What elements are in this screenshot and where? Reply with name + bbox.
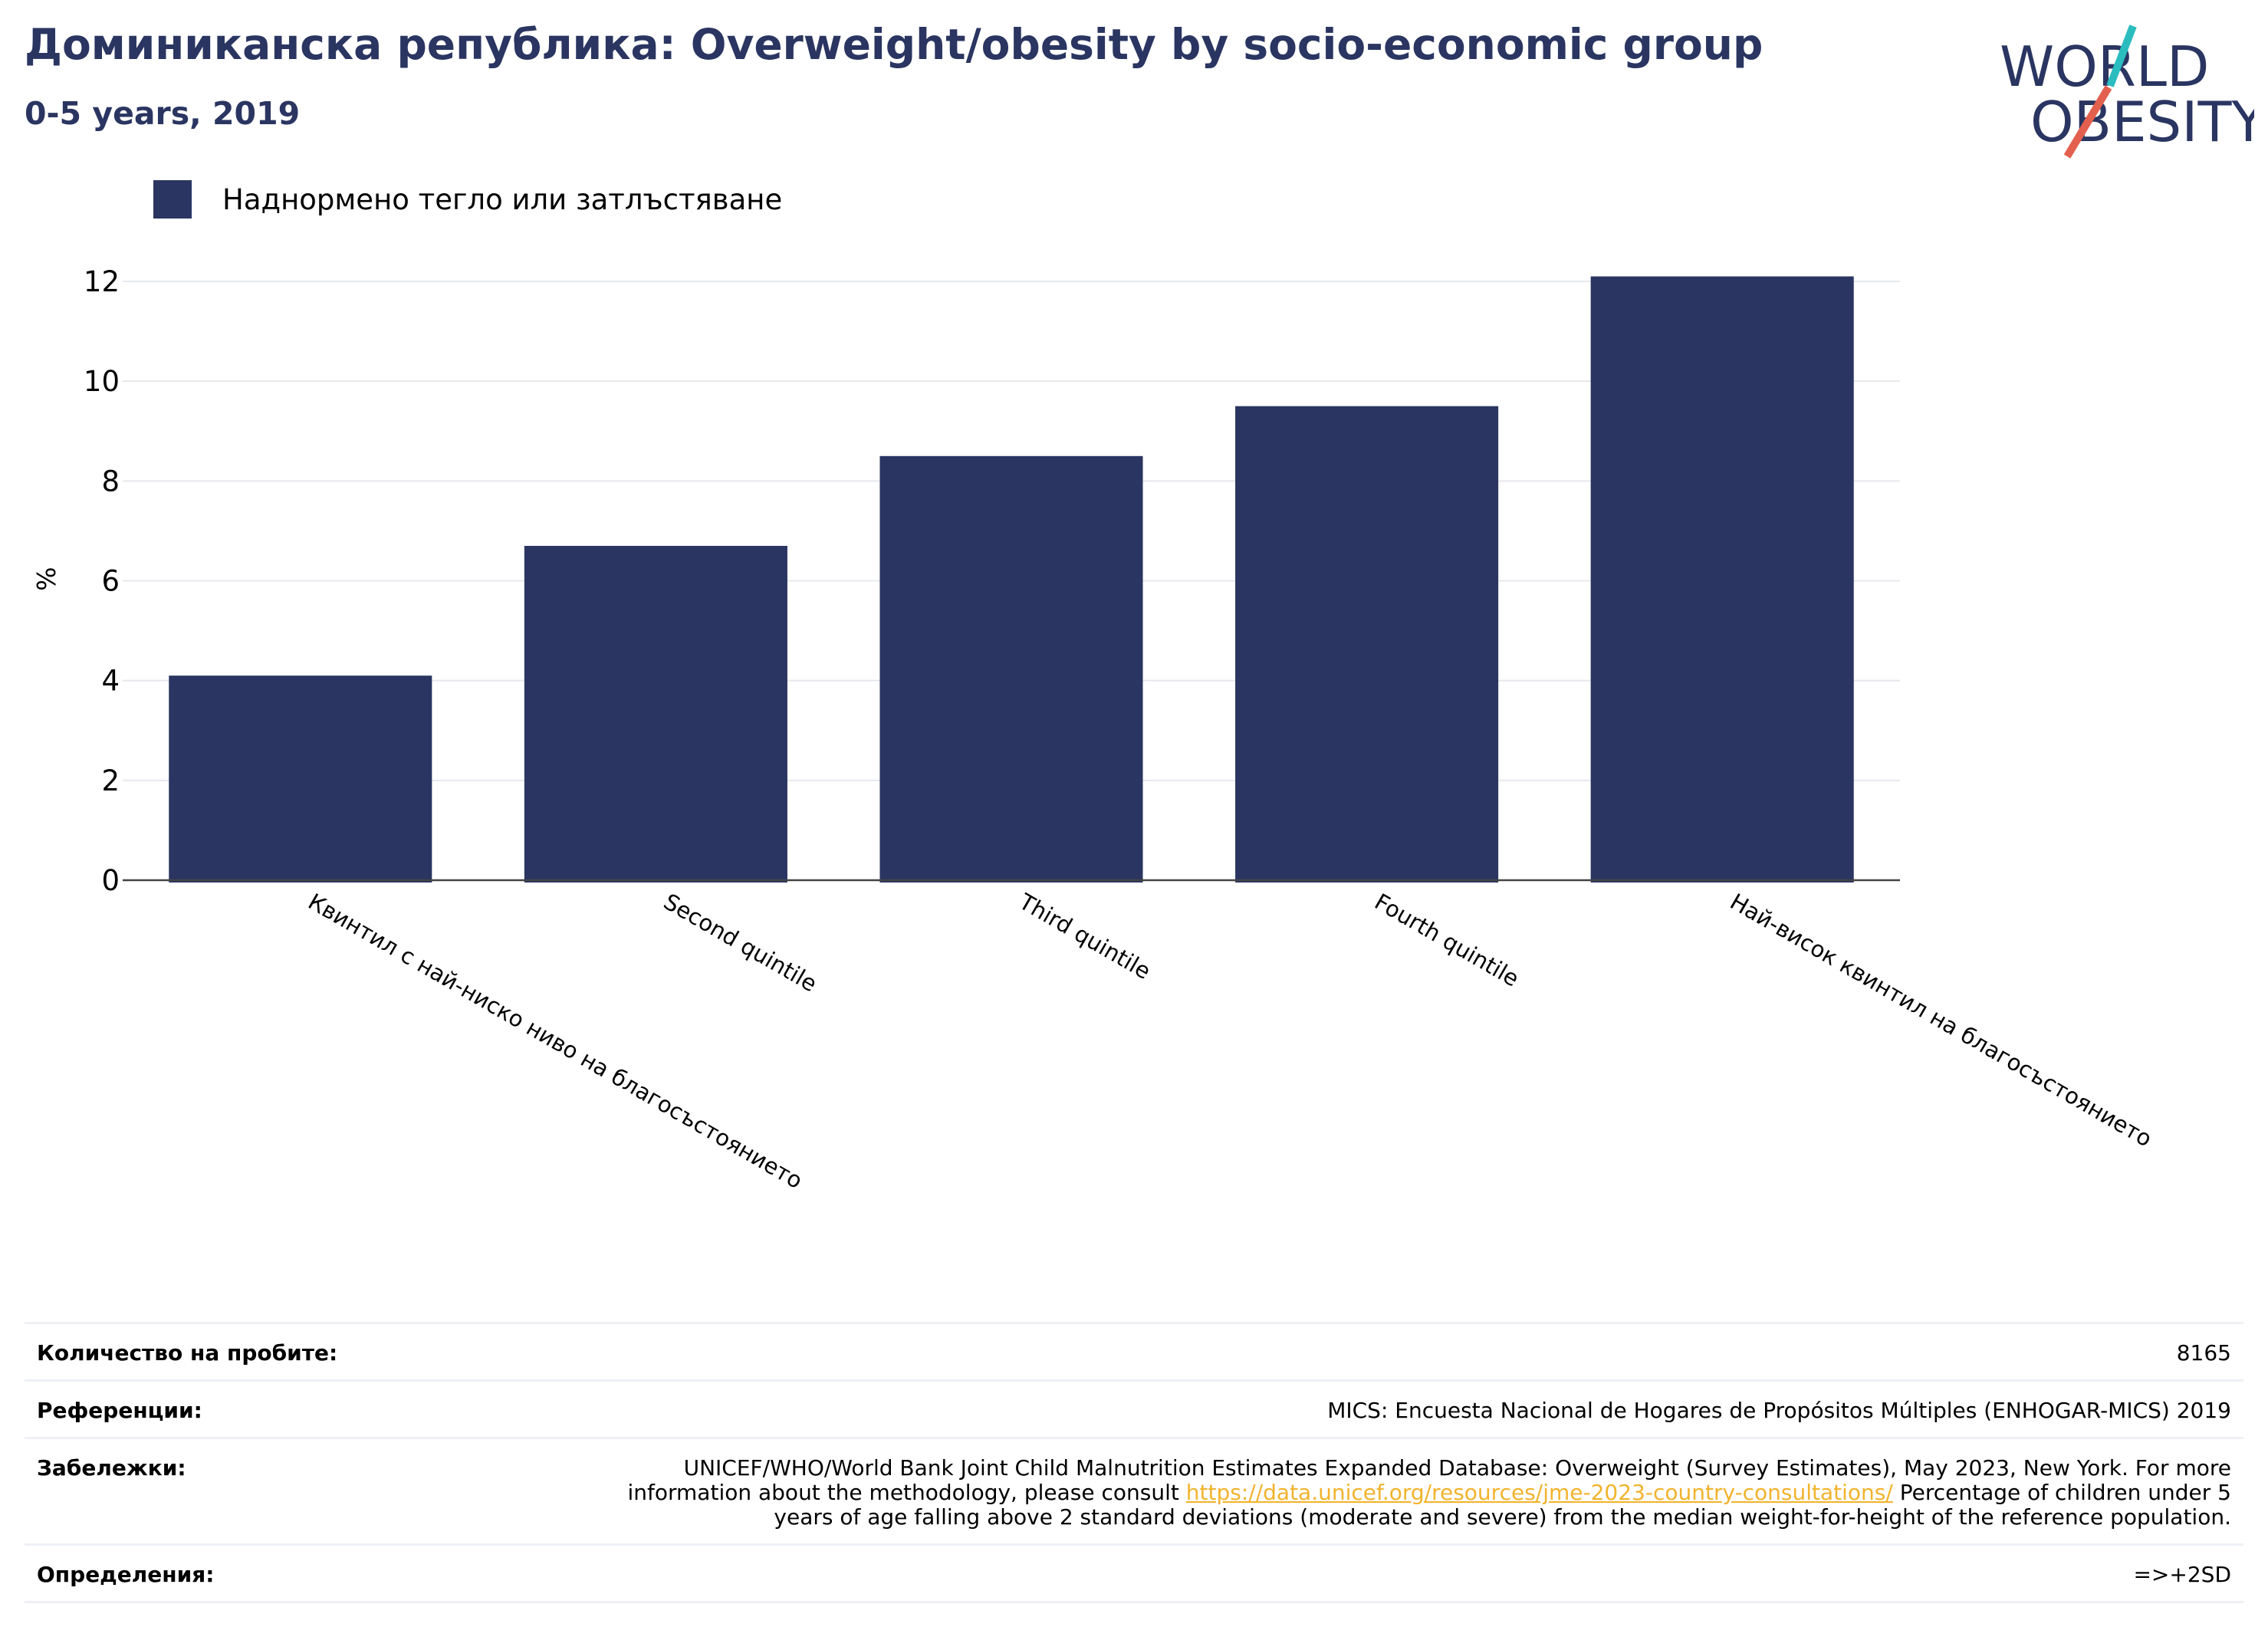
logo-slash-red [2063,85,2112,159]
x-tick-label: Third quintile [1014,888,1155,984]
definitions-label: Определения: [37,1562,215,1587]
legend: Наднормено тегло или затлъстяване [153,178,782,221]
notes-value: UNICEF/WHO/World Bank Joint Child Malnut… [621,1455,2232,1530]
logo-text-obesity: OBESITY [2030,90,2254,154]
notes-text-before: UNICEF/WHO/World Bank Joint Child Malnut… [627,1455,2232,1505]
y-tick-label: 12 [84,265,120,298]
definitions-row: Определения: =>+2SD [25,1543,2243,1603]
chart-title: Доминиканска република: Overweight/obesi… [25,20,1763,69]
references-value: MICS: Encuesta Nacional de Hogares de Pr… [1327,1398,2231,1423]
chart-subtitle: 0-5 years, 2019 [25,95,301,132]
notes-row: Забележки: UNICEF/WHO/World Bank Joint C… [25,1437,2243,1543]
references-row: Референции: MICS: Encuesta Nacional de H… [25,1379,2243,1437]
x-tick-label: Най-висок квинтил на благосъстоянието [1726,889,2157,1152]
bar [524,545,787,883]
y-tick-label: 2 [101,764,120,797]
references-label: Референции: [37,1398,202,1423]
logo-slash-teal [2106,25,2137,87]
y-tick-label: 4 [101,665,120,698]
legend-swatch[interactable] [153,180,192,219]
x-tick-label: Fourth quintile [1370,889,1524,992]
notes-label: Забележки: [37,1455,186,1481]
bar [879,455,1143,883]
world-obesity-logo: WORLD OBESITY [2000,25,2254,159]
bar [1590,276,1854,883]
legend-label[interactable]: Наднормено тегло или затлъстяване [222,182,783,216]
definitions-value: =>+2SD [2133,1562,2231,1587]
sample-size-label: Количество на пробите: [37,1340,338,1366]
info-table: Количество на пробите: 8165 Референции: … [25,1322,2243,1603]
y-axis-title: % [31,567,61,590]
sample-size-value: 8165 [2176,1340,2231,1366]
notes-text-after: Percentage of children under 5 years of … [774,1480,2231,1530]
y-tick-label: 10 [84,365,120,398]
bar [169,675,432,883]
notes-link[interactable]: https://data.unicef.org/resources/jme-20… [1185,1480,1893,1505]
y-tick-label: 6 [101,565,120,598]
y-tick-label: 0 [101,864,120,897]
y-tick-label: 8 [101,465,120,498]
x-tick-label: Second quintile [659,889,821,998]
bar [1235,406,1499,883]
sample-size-row: Количество на пробите: 8165 [25,1322,2243,1379]
